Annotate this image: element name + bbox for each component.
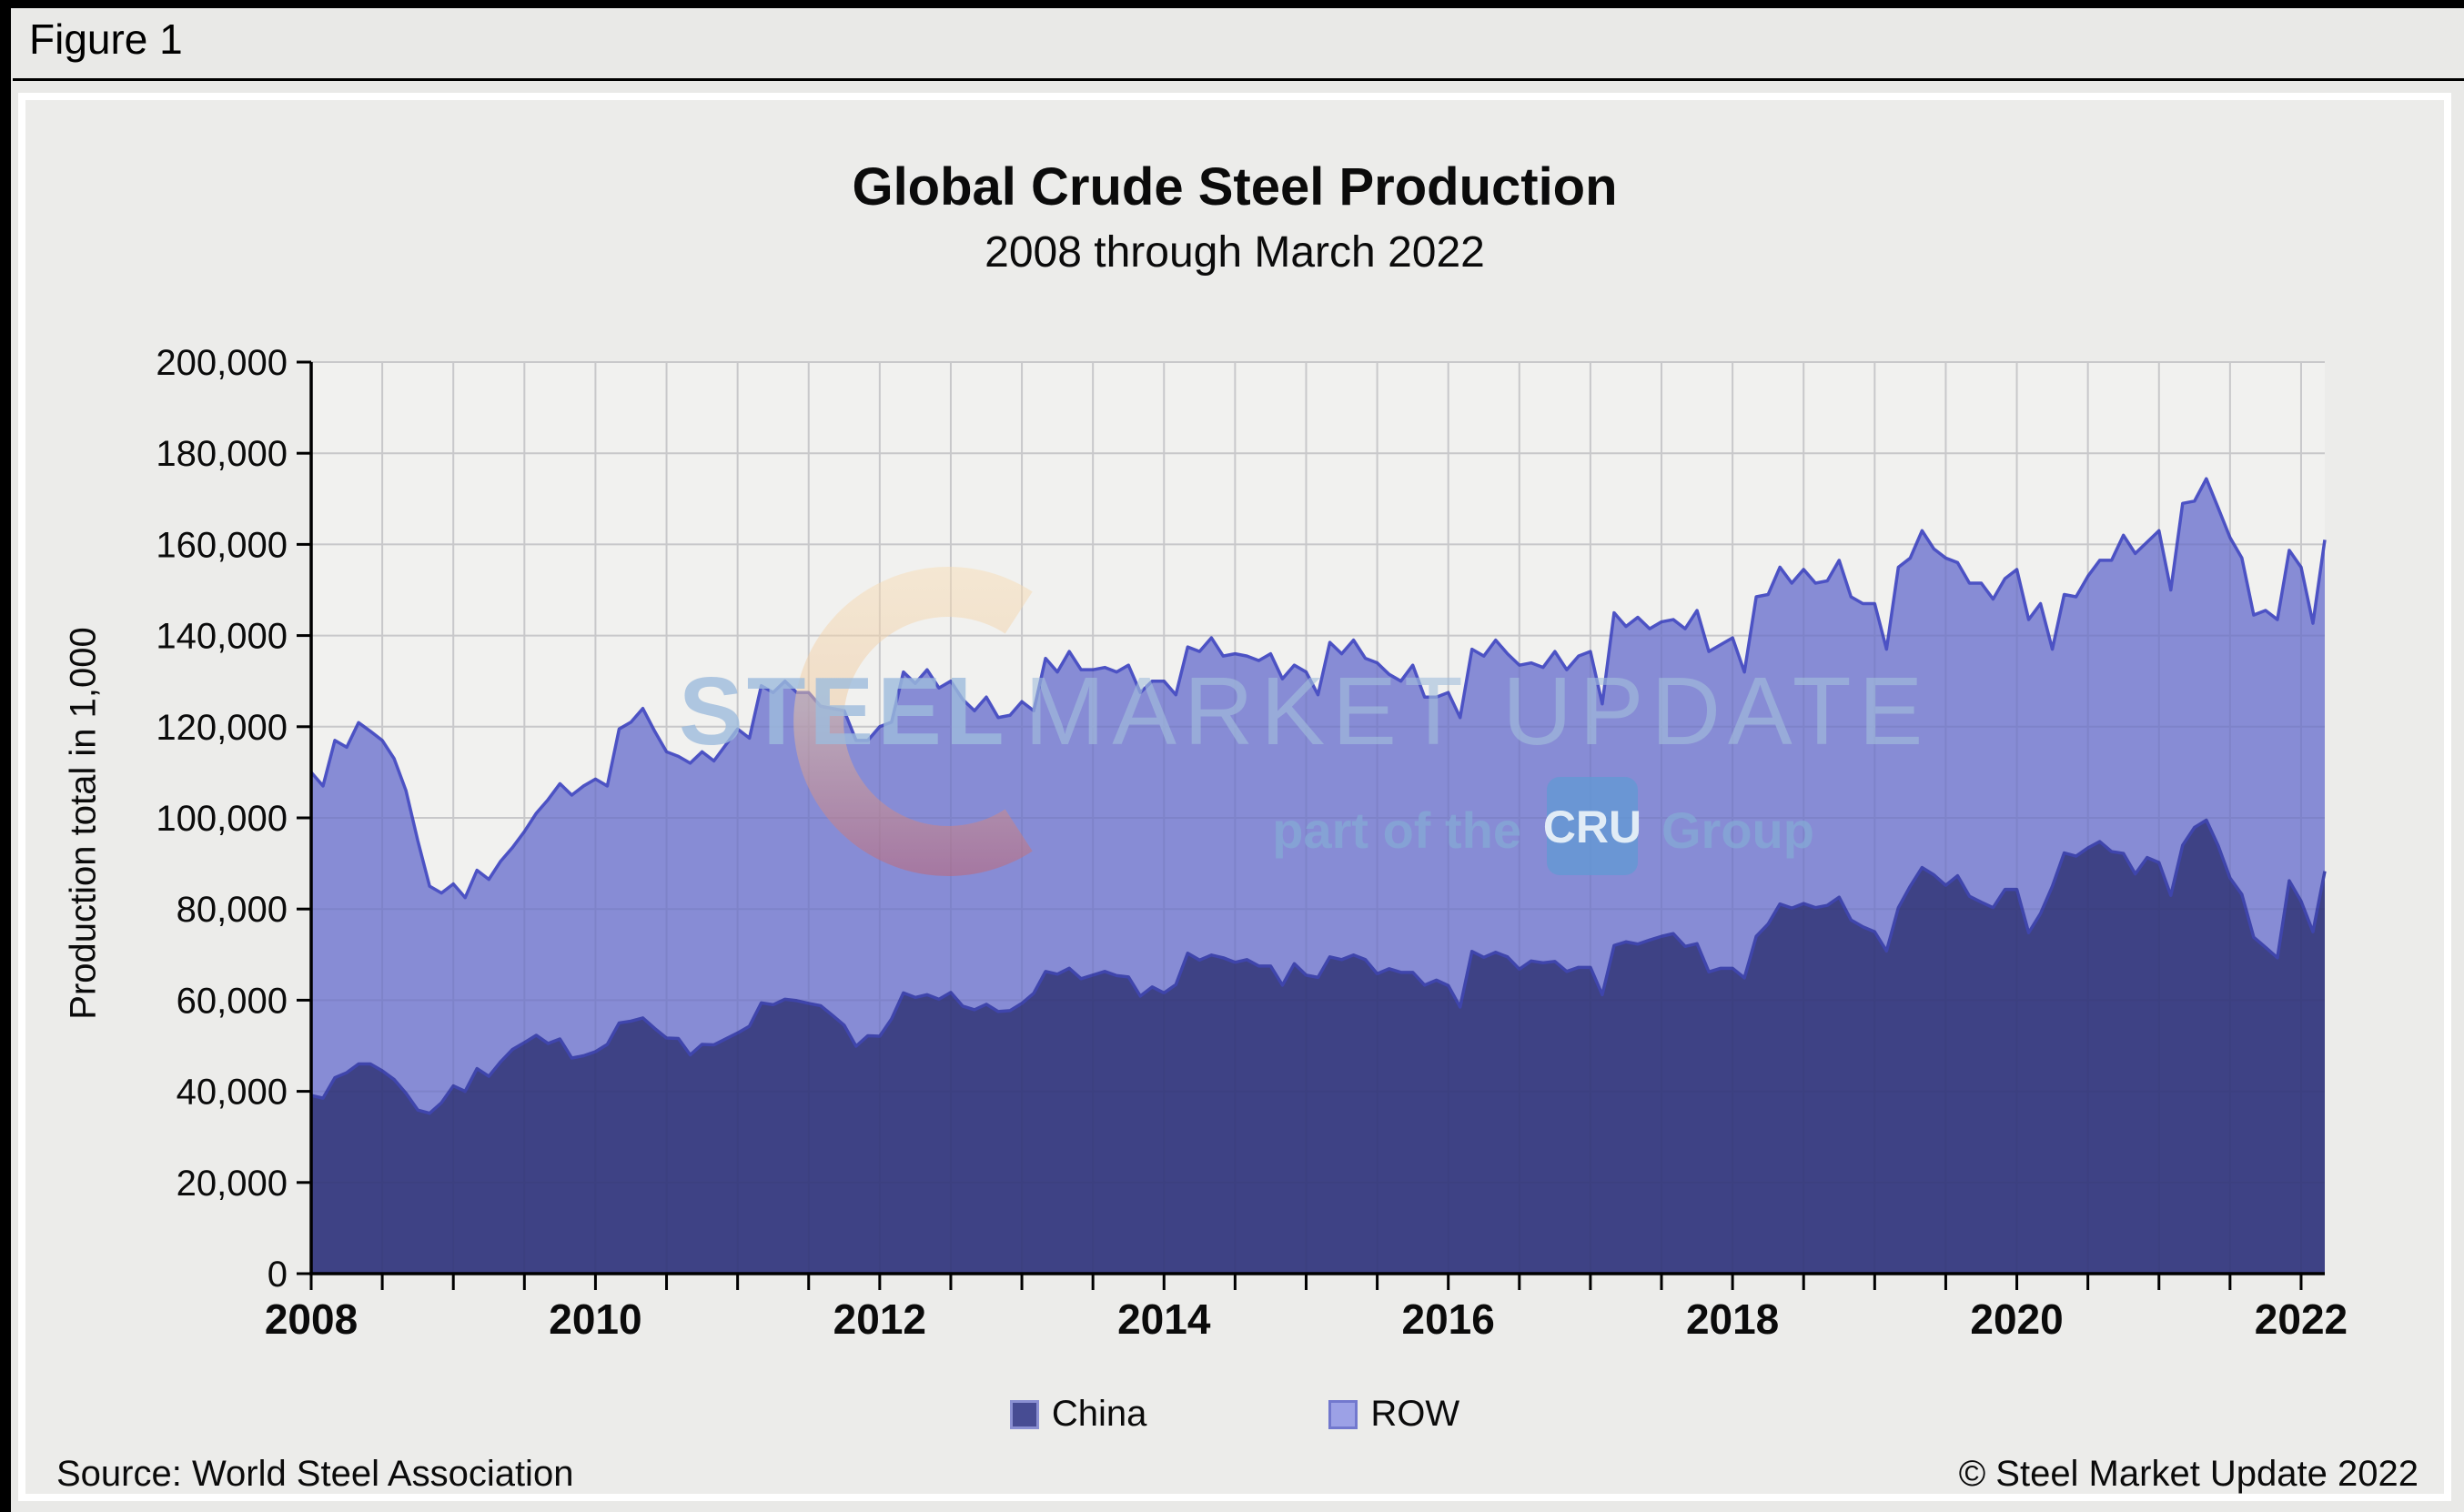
- cru-logo-icon: [1547, 777, 1638, 875]
- watermark-tagline-suffix: Group: [1661, 801, 1814, 859]
- cru-logo-label: CRU: [1543, 801, 1641, 852]
- x-tick-label: 2010: [549, 1295, 641, 1343]
- y-tick-label: 200,000: [156, 343, 288, 383]
- legend-label-row: ROW: [1370, 1394, 1460, 1434]
- legend-label-china: China: [1051, 1394, 1147, 1434]
- x-tick-label: 2012: [833, 1295, 926, 1343]
- figure-label: Figure 1: [29, 15, 183, 63]
- x-tick-label: 2014: [1117, 1295, 1211, 1343]
- y-tick-label: 0: [268, 1255, 288, 1295]
- watermark: STEEL MARKET UPDATE part of the CRU Group: [679, 567, 1930, 877]
- y-tick-label: 160,000: [156, 525, 288, 565]
- legend-item-china: China: [1009, 1394, 1147, 1435]
- chart-subtitle: 2008 through March 2022: [985, 228, 1485, 277]
- legend-swatch-row: [1328, 1399, 1358, 1429]
- watermark-swoosh-icon: [793, 567, 1033, 877]
- china-area: [311, 820, 2325, 1274]
- y-tick-label: 20,000: [177, 1164, 288, 1204]
- x-tick-label: 2020: [1970, 1295, 2063, 1343]
- x-axis-ticks: 2008 2010 2012 2014 2016 2018 2020 2022: [265, 1274, 2348, 1343]
- x-tick-label: 2018: [1686, 1295, 1779, 1343]
- legend-item-row: ROW: [1328, 1394, 1459, 1435]
- source-note: Source: World Steel Association: [56, 1454, 574, 1494]
- china-top-line: [310, 818, 2327, 1115]
- x-tick-label: 2008: [265, 1295, 358, 1343]
- row-top-line: [309, 477, 2327, 900]
- copyright-note: © Steel Market Update 2022: [1958, 1454, 2419, 1494]
- y-tick-label: 140,000: [156, 617, 288, 657]
- top-border-band: [0, 0, 2464, 8]
- x-tick-label: 2022: [2255, 1295, 2348, 1343]
- chart-title: Global Crude Steel Production: [852, 157, 1618, 217]
- x-tick-label: 2016: [1402, 1295, 1495, 1343]
- watermark-brand-light: MARKET UPDATE: [1025, 658, 1930, 765]
- row-area: [311, 479, 2325, 1114]
- y-tick-label: 40,000: [177, 1073, 288, 1113]
- y-axis-ticks: 0 20,000 40,000 60,000 80,000 100,000 120,000 1…: [156, 343, 311, 1295]
- watermark-tagline-prefix: part of the: [1272, 801, 1521, 859]
- y-tick-label: 60,000: [177, 981, 288, 1021]
- y-tick-label: 80,000: [177, 890, 288, 930]
- header-rule: [13, 78, 2464, 81]
- gridlines-overlay: [311, 361, 2325, 1274]
- y-tick-label: 100,000: [156, 799, 288, 839]
- chart-legend: China ROW: [25, 1394, 2444, 1435]
- legend-swatch-china: [1009, 1399, 1039, 1429]
- left-border-band: [0, 0, 11, 1512]
- watermark-brand-bold: STEEL: [679, 658, 1008, 765]
- y-tick-label: 120,000: [156, 708, 288, 748]
- y-tick-label: 180,000: [156, 434, 288, 474]
